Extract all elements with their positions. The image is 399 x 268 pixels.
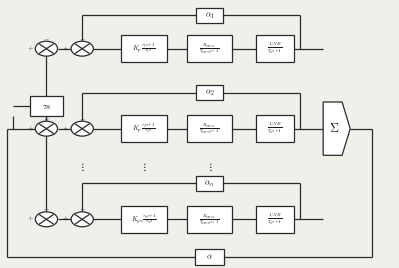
Text: $\tau s$: $\tau s$ [41,102,51,110]
FancyBboxPatch shape [256,206,294,233]
Text: $-$: $-$ [79,35,86,41]
Text: $\alpha_1$: $\alpha_1$ [205,10,214,21]
Text: $\frac{K_{PWM}}{T_{PWM}s\!+\!1}$: $\frac{K_{PWM}}{T_{PWM}s\!+\!1}$ [199,42,220,56]
Circle shape [71,212,93,227]
Text: $-$: $-$ [79,206,86,212]
Text: $\vdots$: $\vdots$ [79,162,85,173]
FancyBboxPatch shape [30,96,63,116]
Polygon shape [323,102,350,155]
Text: $+$: $+$ [27,125,34,133]
Text: $\alpha_2$: $\alpha_2$ [205,87,214,98]
FancyBboxPatch shape [256,35,294,62]
Text: $-$: $-$ [43,35,50,41]
FancyBboxPatch shape [187,206,232,233]
Text: $\frac{K_{PWM}}{T_{PWM}s\!+\!1}$: $\frac{K_{PWM}}{T_{PWM}s\!+\!1}$ [199,121,220,136]
FancyBboxPatch shape [196,8,223,23]
Text: $+$: $+$ [27,215,34,224]
FancyBboxPatch shape [187,115,232,142]
FancyBboxPatch shape [121,206,167,233]
Text: $+$: $+$ [62,44,69,53]
Text: $K_{p}\,\frac{\tau_1 s\!+\!1}{\tau_1 s}$: $K_{p}\,\frac{\tau_1 s\!+\!1}{\tau_1 s}$ [132,42,156,55]
Text: $-$: $-$ [43,206,50,212]
Circle shape [35,41,57,56]
Text: $\frac{1/NR}{T_a s\!+\!1}$: $\frac{1/NR}{T_a s\!+\!1}$ [267,121,282,136]
Circle shape [71,121,93,136]
Text: $\alpha$: $\alpha$ [206,253,213,262]
Text: $\frac{K_{PWM}}{T_{PWM}s\!+\!1}$: $\frac{K_{PWM}}{T_{PWM}s\!+\!1}$ [199,212,220,226]
Text: $\vdots$: $\vdots$ [141,162,146,173]
FancyBboxPatch shape [196,85,223,100]
FancyBboxPatch shape [187,35,232,62]
Circle shape [71,41,93,56]
Text: $K_{p}\,\frac{\tau_2 s\!+\!1}{\tau_2 s}$: $K_{p}\,\frac{\tau_2 s\!+\!1}{\tau_2 s}$ [132,122,156,135]
Text: $K_{pn}\frac{\tau_n s\!+\!1}{\tau_n s}$: $K_{pn}\frac{\tau_n s\!+\!1}{\tau_n s}$ [131,213,157,226]
Text: $\vdots$: $\vdots$ [207,162,212,173]
Text: $\frac{1/NR}{T_a s\!+\!1}$: $\frac{1/NR}{T_a s\!+\!1}$ [267,212,282,227]
FancyBboxPatch shape [121,35,167,62]
Text: $+$: $+$ [27,44,34,53]
Text: $\alpha_n$: $\alpha_n$ [204,178,215,188]
Text: $\Sigma$: $\Sigma$ [330,122,340,135]
FancyBboxPatch shape [256,115,294,142]
Text: $-$: $-$ [43,115,50,121]
FancyBboxPatch shape [196,176,223,191]
Text: $+$: $+$ [62,125,69,133]
Text: $-$: $-$ [79,115,86,121]
Circle shape [35,121,57,136]
Circle shape [35,212,57,227]
Text: $+$: $+$ [62,215,69,224]
FancyBboxPatch shape [121,115,167,142]
FancyBboxPatch shape [195,250,224,265]
Text: $\frac{1/NR}{T_a s\!+\!1}$: $\frac{1/NR}{T_a s\!+\!1}$ [267,41,282,56]
